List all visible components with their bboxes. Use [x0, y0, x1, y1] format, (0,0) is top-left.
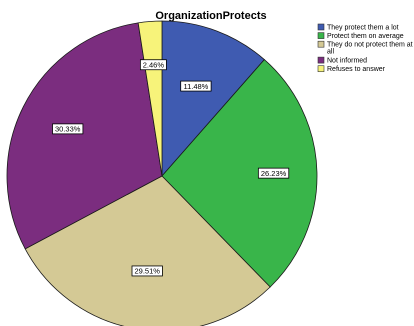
legend-item-refuses-to-answer: Refuses to answer	[317, 65, 386, 73]
data-label-they-do-not-protect-them-at-all: 29.51%	[131, 265, 163, 277]
data-label-they-protect-them-a-lot: 11.48%	[180, 80, 212, 92]
svg-text:2.46%: 2.46%	[143, 60, 165, 69]
legend-label: Protect them on average	[327, 33, 404, 40]
legend-label: They do not protect them at all	[327, 42, 413, 56]
legend-item-they-protect-them-a-lot: They protect them a lot	[317, 23, 399, 32]
pie-slice-they-protect-them-a-lot	[161, 20, 265, 178]
pie-slice-they-do-not-protect-them-at-all	[24, 175, 271, 326]
legend-swatch	[317, 23, 325, 31]
legend-label: They protect them a lot	[327, 25, 399, 32]
pie-slices	[6, 20, 318, 326]
legend-item-they-do-not-protect-them-at-all: They do not protect them at all	[317, 40, 413, 56]
svg-text:26.23%: 26.23%	[261, 169, 287, 178]
legend-label: Not informed	[327, 58, 367, 65]
data-label-protect-them-on-average: 26.23%	[257, 167, 290, 179]
legend-swatch	[317, 56, 325, 64]
legend-item-not-informed: Not informed	[317, 56, 367, 65]
pie-data-labels: 11.48% 26.23% 29.51% 30.33% 2.46%	[52, 59, 290, 277]
pie-slice-protect-them-on-average	[161, 59, 318, 288]
svg-text:11.48%: 11.48%	[183, 82, 208, 91]
legend-swatch	[317, 65, 325, 73]
legend-item-protect-them-on-average: Protect them on average	[317, 32, 404, 40]
legend-swatch	[317, 40, 325, 48]
svg-text:30.33%: 30.33%	[55, 125, 81, 134]
data-label-refuses-to-answer: 2.46%	[139, 59, 167, 71]
chart-title: OrganizationProtects	[155, 10, 266, 22]
data-label-not-informed: 30.33%	[52, 123, 84, 135]
pie-slice-not-informed	[6, 22, 163, 250]
svg-text:29.51%: 29.51%	[134, 267, 160, 276]
legend-label: Refuses to answer	[327, 66, 386, 73]
legend-swatch	[317, 32, 325, 39]
